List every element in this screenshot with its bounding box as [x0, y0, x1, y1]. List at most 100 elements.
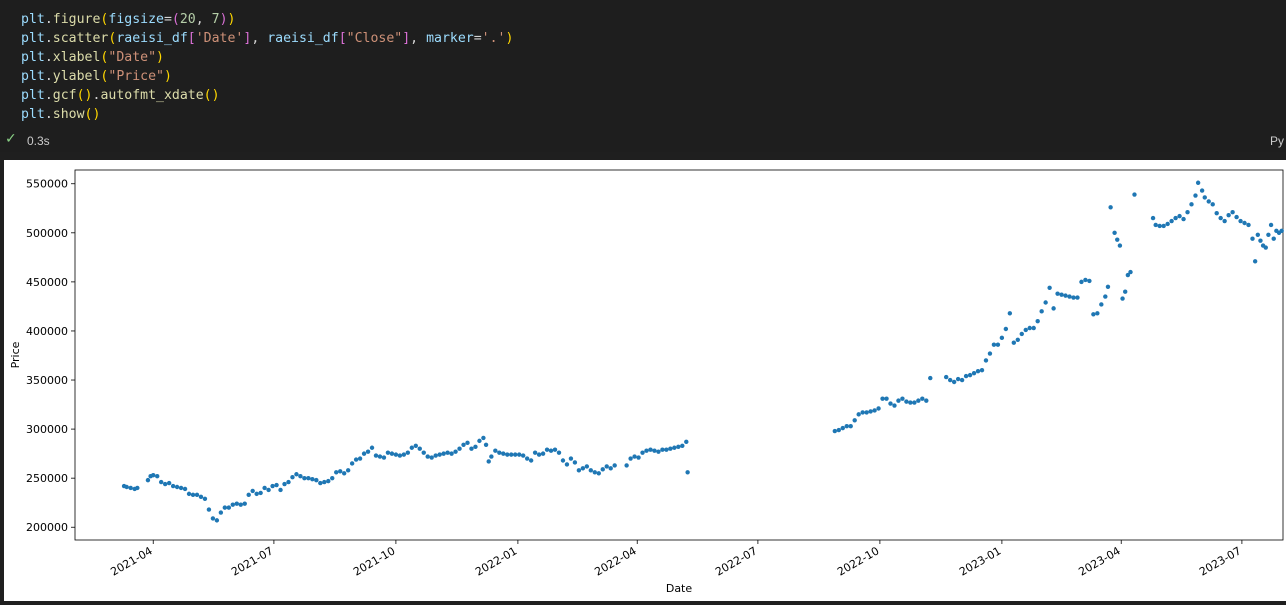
- data-point: [916, 398, 921, 403]
- code-token: "Date": [108, 50, 157, 65]
- data-point: [528, 458, 534, 463]
- code-token: =: [163, 12, 172, 27]
- data-point: [1115, 237, 1120, 242]
- data-point: [848, 423, 853, 429]
- data-point: [1123, 289, 1128, 294]
- data-point: [334, 470, 339, 475]
- data-point: [353, 457, 359, 462]
- x-tick-label: 2022-07: [713, 544, 759, 578]
- data-point: [302, 475, 307, 481]
- y-tick-label: 400000: [26, 325, 68, 338]
- code-line[interactable]: plt.figure(figsize=(20, 7)): [21, 10, 513, 29]
- data-point: [532, 450, 538, 455]
- code-line[interactable]: plt.xlabel("Date"): [21, 48, 513, 67]
- code-token: ,: [195, 12, 212, 27]
- data-point: [1079, 279, 1084, 285]
- data-point: [373, 453, 379, 458]
- data-point: [135, 485, 140, 491]
- code-token: 7: [211, 12, 220, 27]
- code-cell[interactable]: plt.figure(figsize=(20, 7)) plt.scatter(r…: [0, 0, 1286, 152]
- data-point: [967, 372, 973, 378]
- data-point: [250, 488, 255, 494]
- x-tick-label: 2022-10: [835, 544, 881, 578]
- data-point: [405, 450, 411, 455]
- data-point: [959, 377, 965, 383]
- data-point: [983, 358, 989, 363]
- data-point: [955, 376, 961, 382]
- data-point: [128, 485, 133, 491]
- data-point: [306, 475, 311, 481]
- data-point: [349, 461, 355, 466]
- data-point: [588, 468, 594, 473]
- data-point: [1099, 302, 1104, 307]
- data-point: [1218, 215, 1223, 221]
- code-token: marker: [426, 31, 474, 46]
- code-token: (: [108, 31, 117, 46]
- data-point: [341, 471, 347, 476]
- y-tick-label: 500000: [26, 227, 68, 240]
- data-point: [608, 466, 613, 471]
- data-point: [1173, 215, 1178, 221]
- data-point: [1177, 213, 1182, 219]
- data-point: [971, 370, 977, 376]
- data-point: [1055, 291, 1060, 296]
- data-point: [222, 505, 228, 510]
- data-point: [1271, 236, 1276, 241]
- data-point: [481, 435, 486, 441]
- data-point: [568, 456, 574, 461]
- data-point: [294, 472, 299, 477]
- code-token: ): [156, 50, 164, 65]
- code-token: ): [227, 12, 236, 27]
- code-token: .: [44, 12, 53, 27]
- code-line[interactable]: plt.scatter(raeisi_df['Date'], raeisi_df…: [21, 29, 513, 48]
- data-point: [469, 446, 474, 451]
- data-point: [505, 452, 510, 457]
- code-token: raeisi_df: [116, 31, 188, 46]
- data-point: [282, 481, 287, 487]
- data-point: [1165, 221, 1170, 227]
- code-token: '.': [481, 31, 506, 46]
- data-point: [632, 454, 637, 459]
- data-point: [1095, 311, 1100, 316]
- cell-output: 200000 250000 300000 350000 400000 450000 5000…: [4, 160, 1286, 601]
- data-point: [262, 485, 267, 491]
- data-point: [680, 443, 685, 448]
- code-line[interactable]: plt.gcf().autofmt_xdate(): [21, 86, 513, 105]
- data-point: [145, 477, 151, 483]
- data-point: [457, 446, 462, 451]
- data-point: [896, 398, 901, 403]
- data-point: [552, 447, 558, 452]
- code-token: (: [100, 12, 109, 27]
- code-token: xlabel: [52, 50, 101, 65]
- data-point: [844, 423, 849, 429]
- data-point: [540, 451, 546, 456]
- data-point: [1169, 218, 1174, 224]
- y-tick-label: 550000: [26, 178, 68, 191]
- data-point: [483, 442, 489, 448]
- data-point: [943, 374, 949, 380]
- y-axis-label: Price: [9, 341, 22, 368]
- code-token: 'Date': [195, 31, 244, 46]
- data-point: [1268, 222, 1274, 228]
- data-point: [413, 443, 418, 448]
- code-token: .: [44, 107, 53, 122]
- data-point: [1035, 318, 1040, 324]
- data-point: [1266, 232, 1271, 237]
- data-point: [497, 450, 502, 455]
- data-point: [486, 459, 491, 464]
- code-token: autofmt_xdate: [100, 88, 204, 103]
- data-point: [409, 445, 415, 450]
- kernel-language-label[interactable]: Py: [1269, 134, 1284, 148]
- data-point: [151, 473, 156, 478]
- data-point: [1157, 223, 1162, 229]
- code-line[interactable]: plt.ylabel("Price"): [21, 67, 513, 86]
- data-point: [345, 468, 351, 473]
- code-line[interactable]: plt.show(): [21, 105, 513, 124]
- data-point: [1258, 238, 1263, 243]
- y-tick-label: 200000: [26, 521, 68, 534]
- data-point: [381, 455, 387, 460]
- data-point: [1234, 214, 1239, 220]
- code-editor[interactable]: plt.figure(figsize=(20, 7)) plt.scatter(r…: [21, 10, 513, 124]
- data-point: [1189, 202, 1194, 207]
- data-point: [1132, 192, 1137, 197]
